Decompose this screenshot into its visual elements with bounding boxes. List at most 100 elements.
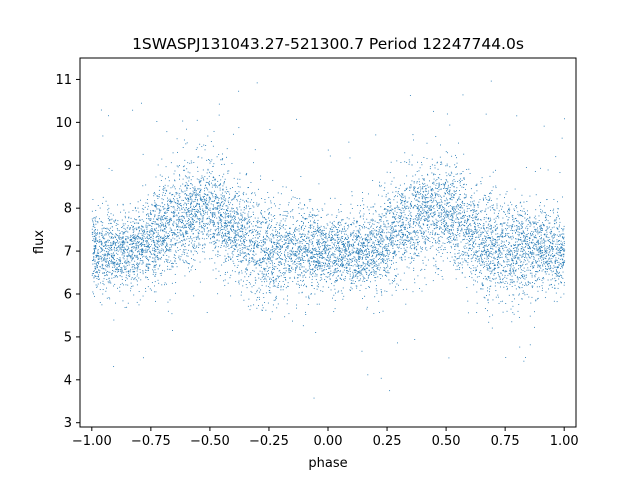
- data-point: [342, 263, 344, 265]
- data-point: [149, 213, 151, 215]
- data-point: [481, 264, 483, 266]
- data-point: [454, 243, 456, 245]
- data-point: [222, 158, 224, 160]
- data-point: [404, 259, 406, 261]
- data-point: [471, 245, 473, 247]
- data-point: [352, 247, 354, 249]
- data-point: [229, 239, 231, 241]
- data-point: [413, 182, 415, 184]
- data-point: [436, 194, 438, 196]
- data-point: [391, 230, 393, 231]
- data-point: [127, 284, 129, 286]
- data-point: [320, 252, 322, 254]
- data-point: [385, 212, 387, 214]
- data-point: [118, 271, 120, 272]
- data-point: [418, 255, 420, 257]
- data-point: [335, 264, 337, 265]
- data-point: [478, 236, 480, 238]
- data-point: [276, 268, 278, 269]
- data-point: [160, 205, 162, 207]
- data-point: [545, 236, 547, 238]
- data-point: [265, 285, 267, 287]
- data-point: [269, 263, 271, 264]
- data-point: [98, 262, 100, 264]
- data-point: [435, 180, 437, 182]
- data-point: [441, 223, 442, 225]
- data-point: [417, 161, 419, 163]
- data-point: [200, 184, 202, 186]
- data-point: [427, 216, 428, 218]
- data-point: [135, 210, 137, 212]
- data-point: [175, 243, 177, 244]
- data-point: [190, 198, 192, 200]
- data-point: [211, 193, 213, 195]
- data-point: [530, 235, 532, 237]
- data-point: [501, 225, 503, 227]
- data-point: [122, 246, 124, 248]
- data-point: [419, 221, 420, 223]
- data-point: [477, 246, 479, 247]
- data-point: [290, 240, 292, 242]
- data-point: [462, 203, 464, 204]
- data-point: [336, 249, 338, 251]
- data-point: [542, 277, 544, 278]
- data-point: [95, 209, 97, 211]
- data-point: [385, 196, 387, 198]
- data-point: [112, 230, 114, 232]
- data-point: [157, 217, 159, 219]
- data-point: [453, 190, 455, 192]
- data-point: [93, 217, 95, 219]
- data-point: [452, 209, 454, 210]
- data-point: [281, 241, 283, 242]
- data-point: [347, 258, 349, 260]
- data-point: [381, 254, 383, 256]
- data-point: [516, 225, 518, 227]
- data-point: [338, 227, 340, 229]
- data-point: [433, 174, 434, 176]
- data-point: [261, 242, 262, 244]
- data-point: [513, 218, 515, 220]
- data-point: [417, 213, 419, 215]
- data-point: [152, 231, 154, 233]
- data-point: [436, 202, 438, 204]
- data-point: [475, 280, 476, 282]
- data-point: [520, 272, 522, 274]
- data-point: [344, 276, 346, 278]
- data-point: [253, 304, 255, 306]
- data-point: [160, 237, 162, 238]
- data-point: [453, 176, 455, 177]
- data-point: [409, 203, 411, 205]
- data-point: [444, 247, 446, 248]
- data-point: [257, 221, 259, 223]
- data-point: [168, 219, 170, 221]
- data-point: [183, 238, 185, 240]
- data-point: [297, 260, 299, 262]
- data-point: [290, 259, 292, 261]
- data-point: [543, 242, 545, 244]
- data-point: [544, 254, 546, 256]
- data-point: [331, 246, 333, 248]
- data-point: [223, 217, 225, 219]
- data-point: [227, 225, 229, 227]
- data-point: [444, 210, 446, 212]
- data-point: [237, 195, 239, 197]
- data-point: [305, 250, 307, 252]
- data-point: [194, 186, 196, 188]
- data-point: [126, 261, 128, 263]
- data-point: [557, 208, 559, 210]
- data-point: [390, 183, 392, 185]
- data-point: [381, 243, 383, 245]
- data-point: [235, 231, 237, 233]
- data-point: [264, 281, 265, 283]
- data-point: [541, 240, 543, 242]
- data-point: [227, 246, 229, 247]
- data-point: [311, 252, 313, 254]
- data-point: [539, 248, 540, 250]
- data-point: [198, 238, 200, 240]
- data-point: [294, 254, 296, 256]
- data-point: [493, 262, 495, 264]
- data-point: [511, 215, 513, 217]
- data-point: [354, 241, 356, 243]
- data-point: [184, 190, 186, 192]
- data-point: [459, 194, 461, 196]
